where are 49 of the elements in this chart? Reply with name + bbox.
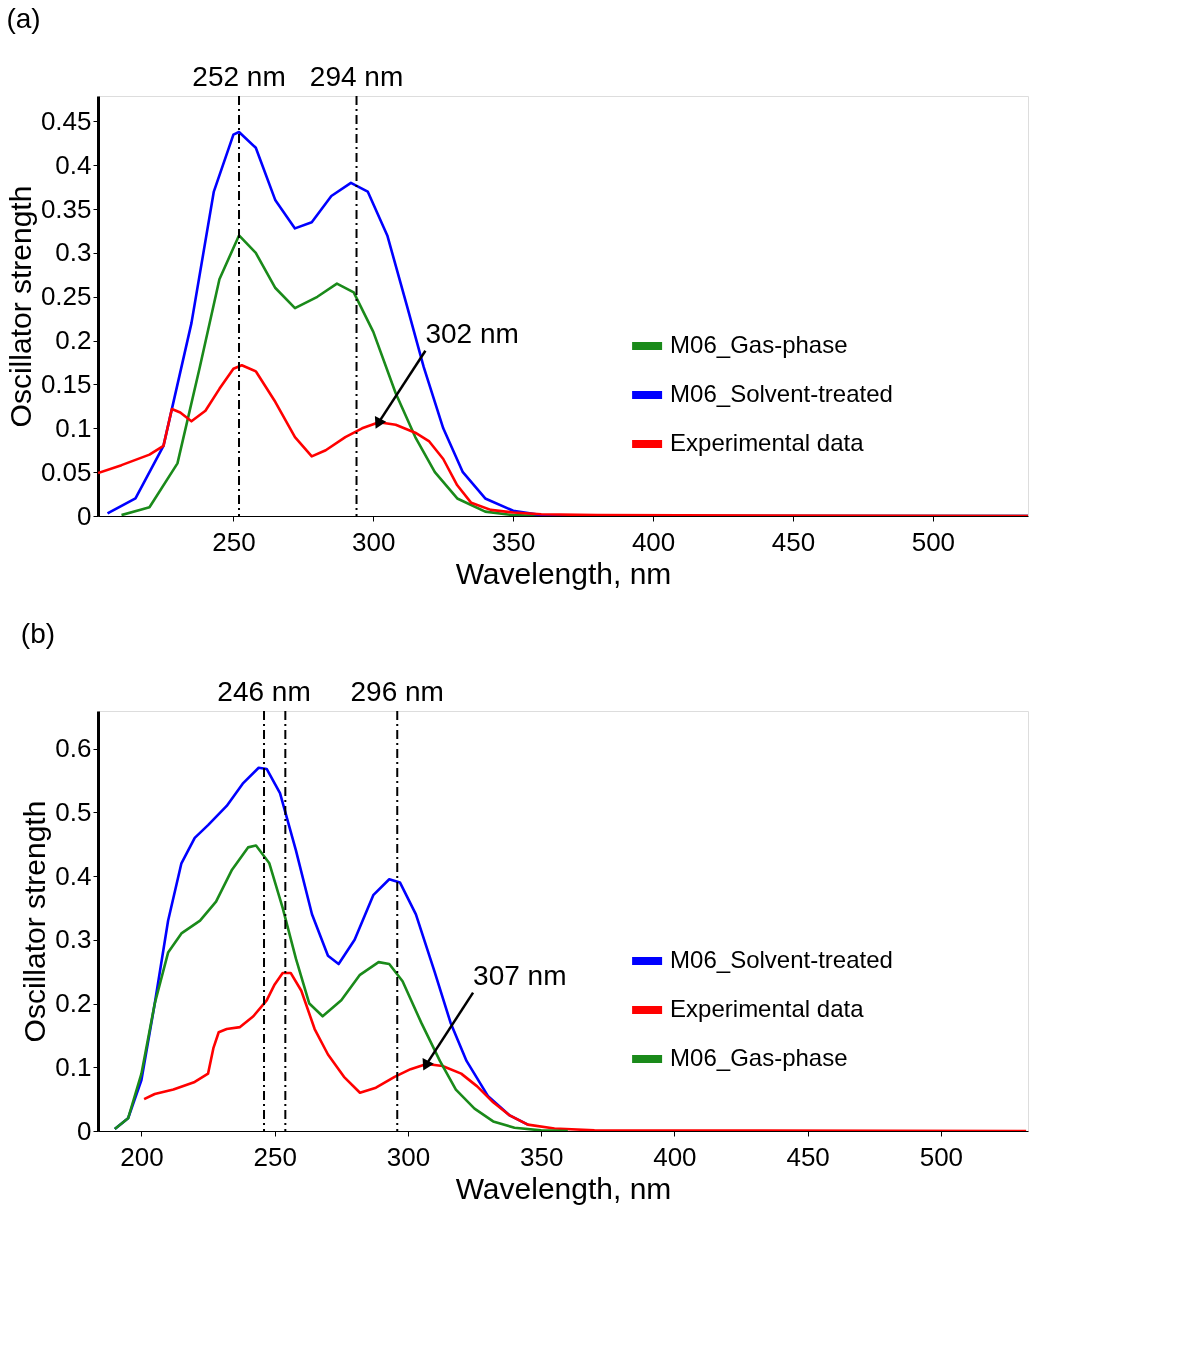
x-axis-title: Wavelength, nm [455, 556, 672, 590]
y-tick-label: 0.2 [55, 988, 92, 1019]
x-tick-label: 400 [631, 526, 676, 557]
x-tick-label: 250 [253, 1141, 297, 1172]
legend-label: Experimental data [670, 995, 865, 1022]
legend-label: M06_Solvent-treated [670, 380, 893, 407]
line-series [113, 844, 570, 1131]
y-tick-label: 0 [77, 1115, 92, 1146]
y-tick-label: 0.6 [55, 733, 92, 764]
y-tick-label: 0 [77, 500, 92, 531]
x-axis-title: Wavelength, nm [455, 1171, 672, 1205]
x-tick-label: 300 [352, 526, 396, 557]
annotation: 307 nm [473, 959, 567, 991]
x-tick-label: 200 [120, 1141, 164, 1172]
chart-title: (b) [20, 618, 56, 649]
y-axis-title: Oscillator strength [3, 185, 37, 428]
legend-label: M06_Gas-phase [670, 1044, 848, 1071]
y-tick-label: 0.3 [55, 237, 92, 268]
y-tick-label: 0.4 [55, 860, 92, 891]
x-tick-label: 350 [492, 526, 536, 557]
x-tick-label: 400 [653, 1141, 697, 1172]
y-tick-label: 0.3 [55, 924, 92, 955]
y-tick-label: 0.15 [40, 368, 92, 399]
y-tick-label: 0.45 [40, 105, 92, 136]
y-tick-label: 0.25 [40, 281, 92, 312]
y-tick-label: 0.35 [40, 193, 92, 224]
annotation: 302 nm [425, 317, 519, 349]
ref-line-label: 252 nm [192, 61, 286, 92]
x-tick-label: 300 [386, 1141, 431, 1172]
x-tick-label: 350 [519, 1141, 564, 1172]
ref-line-label: 294 nm [309, 61, 404, 92]
ref-line-label: 246 nm [217, 676, 311, 707]
x-tick-label: 500 [911, 526, 956, 557]
legend-label: M06_Solvent-treated [670, 946, 893, 973]
y-tick-label: 0.2 [55, 325, 92, 356]
chart-title: (a) [6, 3, 41, 34]
x-tick-label: 500 [919, 1141, 964, 1172]
x-tick-label: 250 [212, 526, 256, 557]
y-tick-label: 0.1 [55, 1051, 92, 1082]
y-tick-label: 0.4 [55, 149, 92, 180]
y-tick-label: 0.5 [55, 796, 92, 827]
legend-label: M06_Gas-phase [670, 331, 848, 358]
x-tick-label: 450 [786, 1141, 830, 1172]
x-tick-label: 450 [771, 526, 816, 557]
y-tick-label: 0.1 [55, 412, 92, 443]
y-axis-title: Oscillator strength [18, 800, 52, 1043]
ref-line-label: 296 nm [350, 676, 444, 707]
legend-label: Experimental data [670, 429, 865, 456]
y-tick-label: 0.05 [40, 456, 92, 487]
